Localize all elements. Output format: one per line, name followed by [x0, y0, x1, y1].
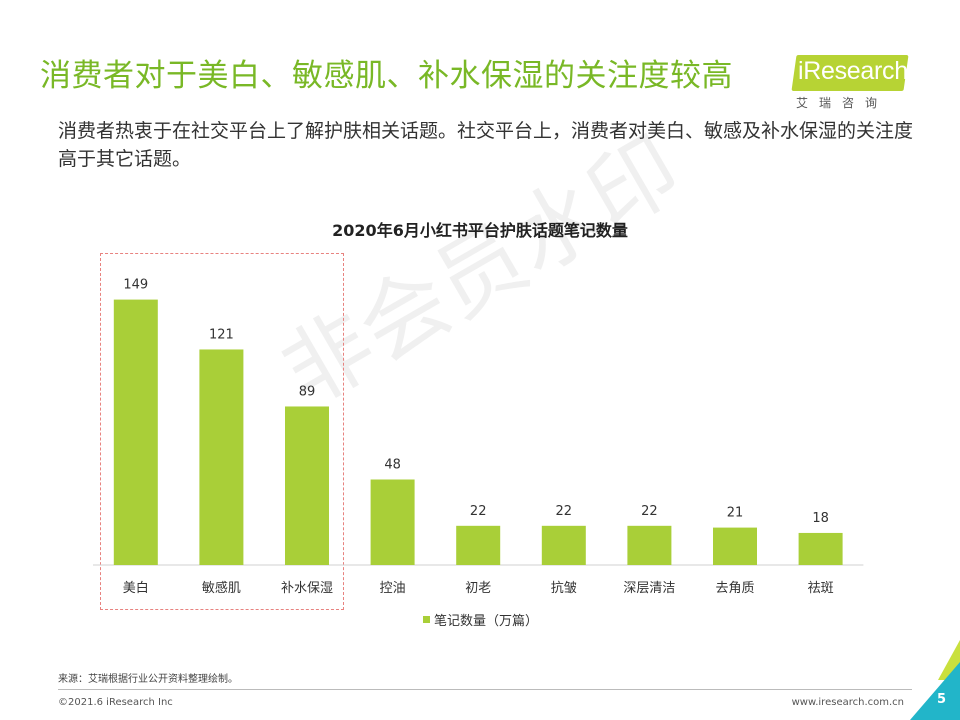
- x-tick-label-深层清洁: 深层清洁: [623, 581, 675, 596]
- corner-decoration: [910, 640, 960, 720]
- data-label-初老: 22: [470, 504, 487, 519]
- bar-抗皱: [541, 525, 586, 565]
- x-tick-label-美白: 美白: [123, 580, 149, 596]
- x-tick-label-敏感肌: 敏感肌: [202, 580, 241, 596]
- website: www.iresearch.com.cn: [791, 697, 904, 708]
- chart-title: 2020年6月小红书平台护肤话题笔记数量: [332, 221, 628, 240]
- legend: 笔记数量（万篇）: [423, 610, 539, 629]
- data-label-深层清洁: 22: [641, 504, 658, 519]
- footer-divider: [58, 689, 912, 690]
- data-label-控油: 48: [384, 458, 401, 473]
- data-label-去角质: 21: [727, 506, 744, 521]
- source-note: 来源：艾瑞根据行业公开资料整理绘制。: [58, 674, 238, 685]
- x-tick-label-抗皱: 抗皱: [551, 580, 577, 596]
- data-label-祛斑: 18: [812, 511, 829, 526]
- bar-去角质: [713, 527, 757, 565]
- bar-祛斑: [798, 532, 843, 565]
- bar-控油: [370, 479, 415, 565]
- bar-深层清洁: [627, 525, 672, 565]
- bar-敏感肌: [199, 349, 244, 565]
- page-subtitle: 消费者热衷于在社交平台上了解护肤相关话题。社交平台上，消费者对美白、敏感及补水保…: [58, 120, 914, 170]
- page-number: 5: [936, 692, 946, 707]
- copyright: ©2021.6 iResearch Inc: [58, 697, 173, 708]
- highlight-box: [100, 253, 344, 610]
- x-tick-label-补水保湿: 补水保湿: [281, 581, 333, 596]
- page-title: 消费者对于美白、敏感肌、补水保湿的关注度较高: [40, 58, 733, 94]
- logo-text: iResearch: [798, 57, 908, 85]
- data-label-敏感肌: 121: [209, 327, 234, 342]
- data-label-补水保湿: 89: [299, 384, 316, 399]
- x-tick-label-初老: 初老: [465, 581, 491, 596]
- legend-label: 笔记数量（万篇）: [434, 613, 539, 629]
- bar-初老: [456, 525, 501, 565]
- legend-swatch: [423, 615, 430, 623]
- data-label-美白: 149: [123, 278, 148, 293]
- bar-美白: [113, 299, 158, 565]
- x-tick-label-祛斑: 祛斑: [808, 580, 834, 596]
- logo: iResearch 艾瑞咨询: [790, 50, 920, 110]
- logo-subtext: 艾瑞咨询: [796, 96, 889, 110]
- x-tick-label-控油: 控油: [380, 581, 406, 596]
- data-label-抗皱: 22: [556, 504, 573, 519]
- x-tick-label-去角质: 去角质: [715, 581, 754, 596]
- bar-补水保湿: [285, 406, 329, 565]
